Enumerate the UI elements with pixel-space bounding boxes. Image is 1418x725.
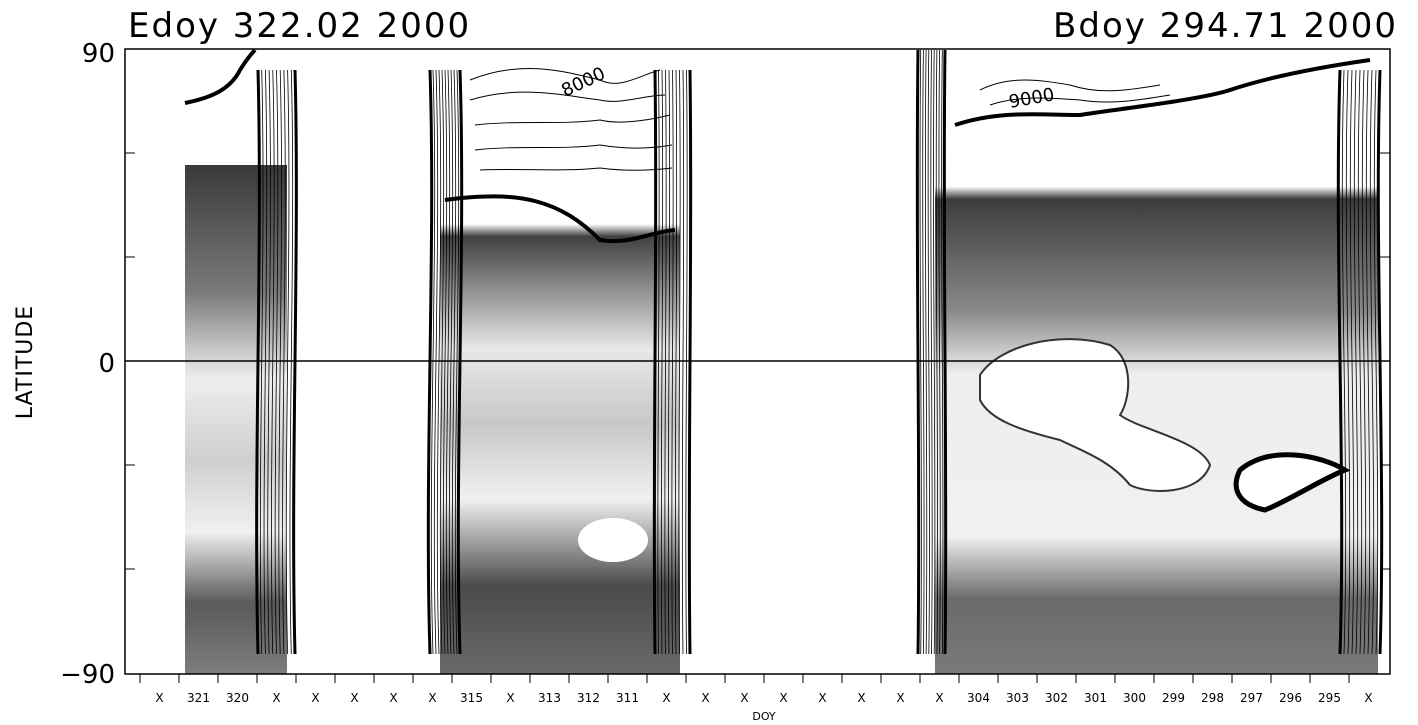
x-tick-label: 304 bbox=[967, 691, 990, 705]
x-axis-label: DOY bbox=[752, 710, 776, 723]
white-region-3 bbox=[578, 518, 648, 562]
white-region-1 bbox=[979, 338, 1212, 492]
contour-line bbox=[292, 69, 298, 655]
contour-line bbox=[685, 69, 688, 655]
contour-line bbox=[922, 49, 925, 655]
x-tick-label: 313 bbox=[538, 691, 561, 705]
contour-line bbox=[930, 49, 933, 655]
y-axis-ticks bbox=[125, 152, 1390, 570]
x-tick-label: X bbox=[662, 691, 670, 705]
x-tick-label: 301 bbox=[1084, 691, 1107, 705]
contour-line bbox=[687, 69, 693, 655]
contour-line bbox=[933, 49, 936, 655]
contour-line bbox=[935, 49, 939, 655]
title-left: Edoy 322.02 2000 bbox=[128, 6, 471, 46]
x-tick-label: 320 bbox=[226, 691, 249, 705]
x-tick-label: X bbox=[740, 691, 748, 705]
white-region-2 bbox=[1233, 452, 1351, 513]
x-tick-label: X bbox=[1364, 691, 1372, 705]
x-tick-label: X bbox=[155, 691, 163, 705]
x-tick-label: X bbox=[779, 691, 787, 705]
x-tick-label: X bbox=[311, 691, 319, 705]
y-axis-label: LATITUDE bbox=[13, 305, 38, 419]
thick-contour-top-left bbox=[184, 48, 257, 105]
x-tick-label: 311 bbox=[616, 691, 639, 705]
contour-line bbox=[942, 49, 948, 655]
x-tick-label: 321 bbox=[187, 691, 210, 705]
thin-contours bbox=[469, 67, 1171, 171]
contour-line bbox=[924, 49, 928, 655]
x-tick-label: X bbox=[272, 691, 280, 705]
x-tick-label: 295 bbox=[1318, 691, 1341, 705]
contour-line bbox=[652, 69, 658, 655]
contour-line bbox=[941, 49, 944, 655]
x-tick-label: 302 bbox=[1045, 691, 1068, 705]
x-axis-ticks: X 321 320 X X X X X 315 X 313 312 311 X X X X X X X X 304 303 3… bbox=[139, 674, 1373, 705]
x-tick-label: X bbox=[389, 691, 397, 705]
y-tick-label-bottom: −90 bbox=[60, 660, 115, 690]
x-tick-label: 303 bbox=[1006, 691, 1029, 705]
contour-line bbox=[919, 49, 922, 655]
top-contours-1 bbox=[444, 194, 676, 244]
x-tick-label: X bbox=[350, 691, 358, 705]
contour-line bbox=[915, 49, 921, 655]
x-tick-label: 299 bbox=[1162, 691, 1185, 705]
x-tick-label: X bbox=[857, 691, 865, 705]
contour-line bbox=[681, 69, 685, 655]
x-tick-label: 298 bbox=[1201, 691, 1224, 705]
x-tick-label: 315 bbox=[460, 691, 483, 705]
contour-line bbox=[1376, 69, 1384, 655]
x-tick-label: 297 bbox=[1240, 691, 1263, 705]
contour-line bbox=[289, 69, 294, 655]
x-tick-label: 312 bbox=[577, 691, 600, 705]
y-tick-label-top: 90 bbox=[82, 39, 115, 69]
x-tick-label: X bbox=[701, 691, 709, 705]
x-tick-label: 300 bbox=[1123, 691, 1146, 705]
title-right: Bdoy 294.71 2000 bbox=[1053, 6, 1398, 46]
x-tick-label: 296 bbox=[1279, 691, 1302, 705]
x-tick-label: X bbox=[428, 691, 436, 705]
contour-line bbox=[938, 49, 941, 655]
x-tick-label: X bbox=[935, 691, 943, 705]
y-tick-label-middle: 0 bbox=[98, 349, 115, 379]
contour-line bbox=[927, 49, 930, 655]
x-tick-label: X bbox=[506, 691, 514, 705]
x-tick-label: X bbox=[896, 691, 904, 705]
x-tick-label: X bbox=[818, 691, 826, 705]
top-contours-2 bbox=[954, 58, 1371, 127]
